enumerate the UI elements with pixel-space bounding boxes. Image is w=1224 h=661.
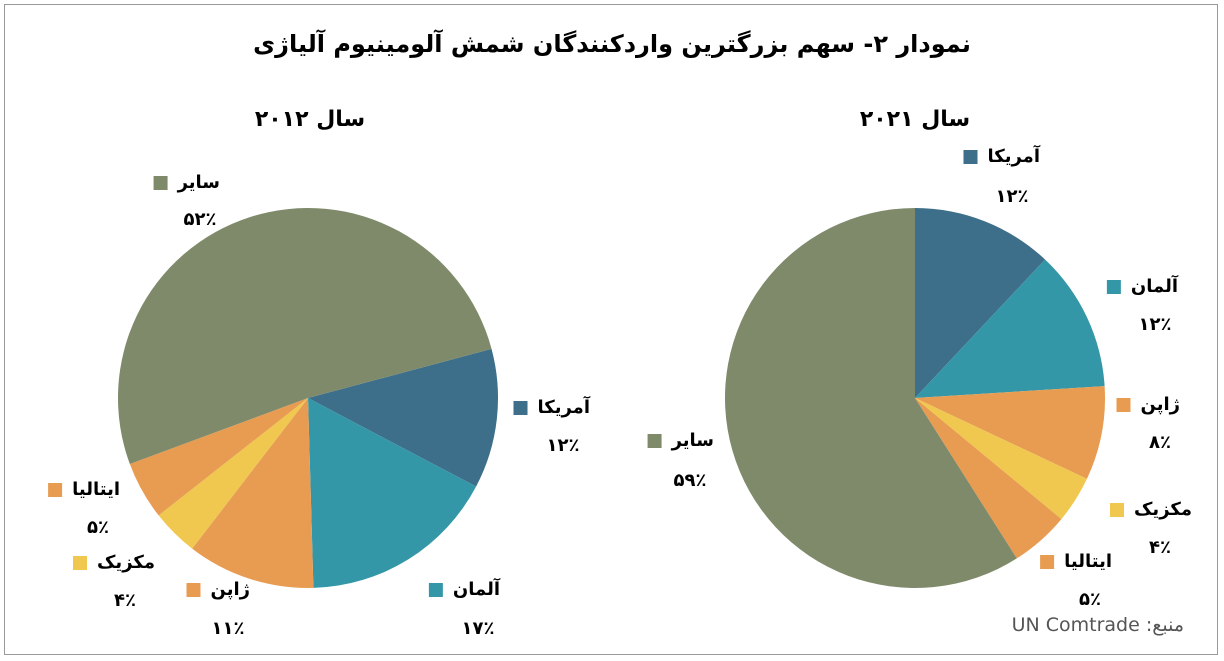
legend-swatch <box>1116 398 1131 412</box>
legend-swatch <box>186 583 201 597</box>
value-label: ۸٪ <box>1149 432 1171 453</box>
legend-label: مکزیک <box>97 552 155 573</box>
pie-slice <box>915 398 1062 559</box>
pie-slice <box>118 208 492 465</box>
legend-label: ژاپن <box>211 579 251 600</box>
legend-label: آمریکا <box>988 144 1041 167</box>
pie-slice <box>915 208 1046 398</box>
value-label: ۱۷٪ <box>462 618 495 639</box>
value-label: ۵۹٪ <box>674 470 707 491</box>
legend-label: سایر <box>671 430 714 451</box>
frame <box>4 4 1218 655</box>
legend-label: ایتالیا <box>72 479 120 500</box>
pie-slice <box>308 348 499 487</box>
pie-slice <box>915 259 1105 398</box>
legend-label: ژاپن <box>1141 394 1181 415</box>
main-title: نمودار ۲- سهم بزرگترین واردکنندگان شمش آ… <box>253 30 971 58</box>
legend-swatch <box>428 583 443 597</box>
legend-label: ایتالیا <box>1064 551 1112 572</box>
legend-swatch <box>1106 280 1121 294</box>
legend-label: آلمان <box>453 577 501 600</box>
value-label: ۱۱٪ <box>212 618 245 639</box>
pie-slice <box>192 398 314 588</box>
chart-title: سال ۲۰۲۱ <box>860 107 970 132</box>
legend-swatch <box>513 401 528 415</box>
legend-label: آلمان <box>1131 274 1179 297</box>
value-label: ۱۲٪ <box>1139 314 1172 335</box>
legend-swatch <box>963 150 978 164</box>
pie-slice <box>915 398 1087 520</box>
value-label: ۴٪ <box>1149 537 1171 558</box>
pie-slice <box>725 208 1017 588</box>
legend-swatch <box>1040 555 1055 569</box>
pie-slice <box>158 398 308 549</box>
pie-slice <box>129 398 308 516</box>
value-label: ۵٪ <box>87 517 109 538</box>
value-label: ۱۲٪ <box>996 186 1029 207</box>
legend-label: آمریکا <box>538 395 591 418</box>
legend-swatch <box>48 483 63 497</box>
source: منبع: UN Comtrade <box>1011 614 1184 636</box>
pie-slice <box>308 398 477 588</box>
legend-swatch <box>153 176 168 190</box>
pie-slice <box>915 386 1106 479</box>
chart-title: سال ۲۰۱۲ <box>255 107 365 132</box>
legend-label: سایر <box>177 172 220 193</box>
legend-label: مکزیک <box>1134 499 1192 520</box>
value-label: ۱۲٪ <box>547 435 580 456</box>
value-label: ۴٪ <box>114 590 136 611</box>
legend-swatch <box>73 556 87 570</box>
legend-swatch <box>1110 503 1124 517</box>
value-label: ۵٪ <box>1079 589 1101 610</box>
value-label: ۵۲٪ <box>184 209 217 230</box>
legend-swatch <box>647 434 662 448</box>
